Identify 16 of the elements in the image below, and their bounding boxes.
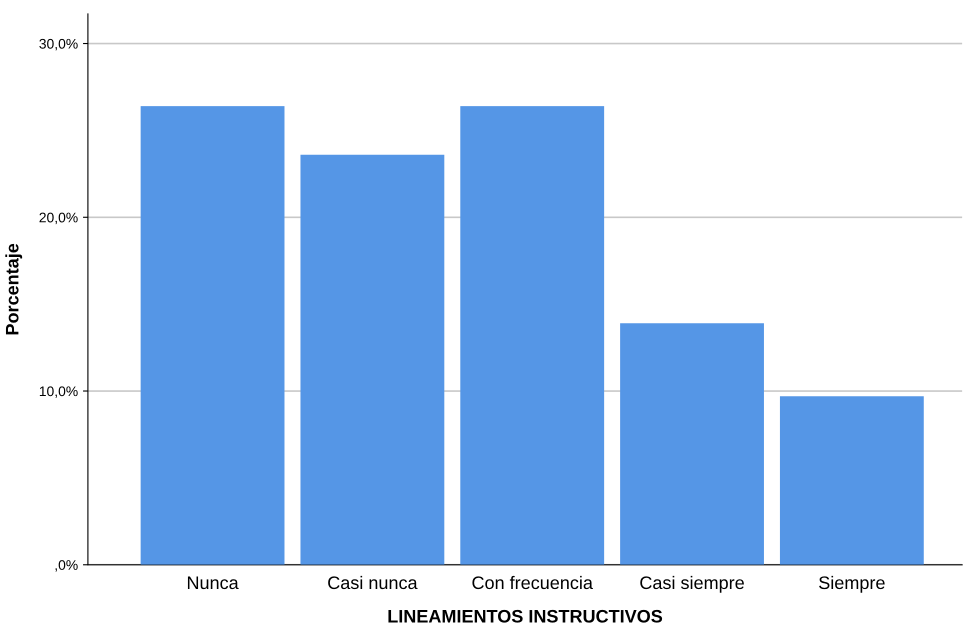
- y-tick-label: 30,0%: [39, 38, 78, 50]
- bar: [620, 323, 764, 565]
- y-tick-label: 10,0%: [40, 386, 78, 398]
- x-tick-label: Siempre: [819, 576, 885, 593]
- x-tick-label: Nunca: [188, 576, 239, 590]
- bar: [140, 106, 284, 565]
- x-axis-title: LINEAMIENTOS INSTRUCTIVOS: [388, 610, 662, 623]
- x-tick-label: Con frecuencia: [472, 576, 593, 590]
- y-axis-title: Porcentaje: [5, 244, 22, 334]
- y-tick-label: 20,0%: [40, 212, 78, 224]
- x-tick-label: Casi nunca: [328, 576, 418, 590]
- y-tick-label: ,0%: [56, 560, 78, 572]
- bar: [460, 106, 604, 565]
- x-tick-label: Casi siempre: [640, 576, 744, 593]
- bar: [300, 154, 444, 565]
- bar: [780, 396, 924, 565]
